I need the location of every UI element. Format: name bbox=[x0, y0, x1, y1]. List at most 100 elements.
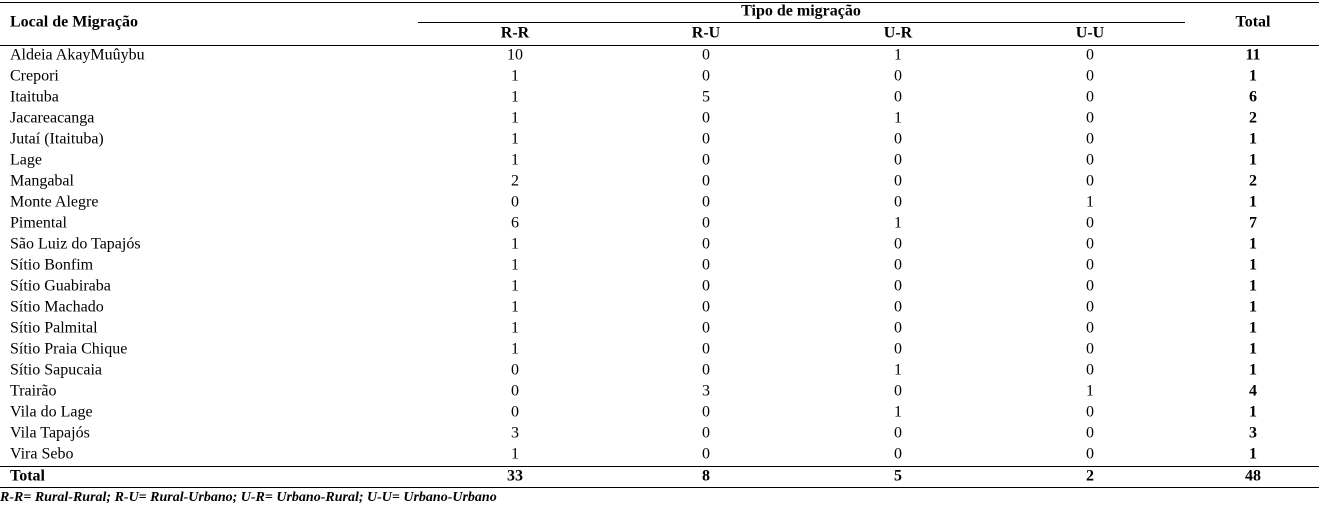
total-cell: 1 bbox=[1249, 131, 1257, 148]
count-cell: 0 bbox=[894, 194, 902, 211]
count-cell: 0 bbox=[1086, 215, 1094, 232]
count-cell: 0 bbox=[894, 68, 902, 85]
total-cell: 1 bbox=[1249, 68, 1257, 85]
location-cell: Sítio Sapucaia bbox=[10, 362, 102, 379]
count-cell: 1 bbox=[511, 89, 519, 106]
location-cell: Sítio Palmital bbox=[10, 320, 98, 337]
total-cell: 11 bbox=[1245, 47, 1260, 64]
subcolumn-header: R-U bbox=[692, 25, 721, 42]
total-label: Total bbox=[10, 468, 46, 485]
total-cell: 1 bbox=[1249, 299, 1257, 316]
count-cell: 0 bbox=[702, 47, 710, 64]
total-value: 33 bbox=[507, 468, 523, 485]
count-cell: 0 bbox=[894, 446, 902, 463]
count-cell: 2 bbox=[511, 173, 519, 190]
count-cell: 0 bbox=[702, 236, 710, 253]
count-cell: 1 bbox=[511, 68, 519, 85]
count-cell: 0 bbox=[894, 89, 902, 106]
count-cell: 1 bbox=[511, 341, 519, 358]
count-cell: 10 bbox=[507, 47, 523, 64]
location-cell: Mangabal bbox=[10, 173, 75, 190]
count-cell: 0 bbox=[1086, 404, 1094, 421]
count-cell: 3 bbox=[702, 383, 710, 400]
total-cell: 1 bbox=[1249, 362, 1257, 379]
count-cell: 1 bbox=[894, 47, 902, 64]
count-cell: 0 bbox=[702, 299, 710, 316]
count-cell: 1 bbox=[511, 257, 519, 274]
count-cell: 0 bbox=[1086, 110, 1094, 127]
location-cell: Sítio Praia Chique bbox=[10, 341, 127, 358]
count-cell: 1 bbox=[894, 404, 902, 421]
count-cell: 0 bbox=[1086, 320, 1094, 337]
count-cell: 0 bbox=[894, 299, 902, 316]
subcolumn-header: U-U bbox=[1076, 25, 1105, 42]
count-cell: 0 bbox=[702, 173, 710, 190]
count-cell: 1 bbox=[511, 446, 519, 463]
total-cell: 3 bbox=[1249, 425, 1257, 442]
location-cell: Sítio Bonfim bbox=[10, 257, 94, 274]
count-cell: 1 bbox=[894, 215, 902, 232]
total-value: 48 bbox=[1245, 468, 1261, 485]
count-cell: 1 bbox=[511, 299, 519, 316]
count-cell: 1 bbox=[1086, 383, 1094, 400]
count-cell: 0 bbox=[894, 152, 902, 169]
count-cell: 0 bbox=[894, 425, 902, 442]
count-cell: 1 bbox=[511, 110, 519, 127]
count-cell: 0 bbox=[1086, 68, 1094, 85]
location-cell: Vila do Lage bbox=[10, 404, 93, 421]
count-cell: 0 bbox=[1086, 89, 1094, 106]
count-cell: 0 bbox=[1086, 299, 1094, 316]
group-header: Tipo de migração bbox=[741, 3, 861, 20]
total-cell: 2 bbox=[1249, 110, 1257, 127]
total-cell: 1 bbox=[1249, 404, 1257, 421]
total-cell: 1 bbox=[1249, 257, 1257, 274]
total-header: Total bbox=[1236, 14, 1272, 31]
subcolumn-header: R-R bbox=[501, 25, 530, 42]
count-cell: 0 bbox=[1086, 425, 1094, 442]
count-cell: 1 bbox=[511, 320, 519, 337]
count-cell: 0 bbox=[702, 404, 710, 421]
count-cell: 1 bbox=[511, 278, 519, 295]
count-cell: 0 bbox=[702, 68, 710, 85]
count-cell: 0 bbox=[1086, 446, 1094, 463]
count-cell: 0 bbox=[894, 383, 902, 400]
count-cell: 1 bbox=[511, 236, 519, 253]
count-cell: 0 bbox=[894, 236, 902, 253]
location-cell: São Luiz do Tapajós bbox=[10, 236, 141, 253]
total-cell: 1 bbox=[1249, 446, 1257, 463]
location-cell: Lage bbox=[10, 152, 42, 169]
total-cell: 1 bbox=[1249, 152, 1257, 169]
count-cell: 1 bbox=[511, 152, 519, 169]
count-cell: 0 bbox=[702, 110, 710, 127]
count-cell: 1 bbox=[511, 131, 519, 148]
total-value: 8 bbox=[702, 468, 710, 485]
total-value: 5 bbox=[894, 468, 902, 485]
count-cell: 0 bbox=[702, 257, 710, 274]
count-cell: 0 bbox=[1086, 131, 1094, 148]
count-cell: 0 bbox=[702, 425, 710, 442]
location-cell: Monte Alegre bbox=[10, 194, 98, 211]
location-cell: Sítio Guabiraba bbox=[10, 278, 111, 295]
location-cell: Sítio Machado bbox=[10, 299, 104, 316]
total-cell: 7 bbox=[1249, 215, 1257, 232]
count-cell: 0 bbox=[894, 257, 902, 274]
total-cell: 1 bbox=[1249, 320, 1257, 337]
count-cell: 0 bbox=[702, 320, 710, 337]
count-cell: 0 bbox=[1086, 257, 1094, 274]
count-cell: 0 bbox=[894, 341, 902, 358]
count-cell: 0 bbox=[702, 131, 710, 148]
count-cell: 0 bbox=[1086, 362, 1094, 379]
count-cell: 0 bbox=[1086, 236, 1094, 253]
count-cell: 0 bbox=[1086, 341, 1094, 358]
count-cell: 0 bbox=[1086, 278, 1094, 295]
count-cell: 0 bbox=[511, 194, 519, 211]
total-cell: 2 bbox=[1249, 173, 1257, 190]
count-cell: 0 bbox=[702, 215, 710, 232]
location-cell: Vila Tapajós bbox=[10, 425, 90, 442]
count-cell: 0 bbox=[894, 320, 902, 337]
count-cell: 3 bbox=[511, 425, 519, 442]
total-value: 2 bbox=[1086, 468, 1094, 485]
total-cell: 4 bbox=[1249, 383, 1257, 400]
count-cell: 5 bbox=[702, 89, 710, 106]
